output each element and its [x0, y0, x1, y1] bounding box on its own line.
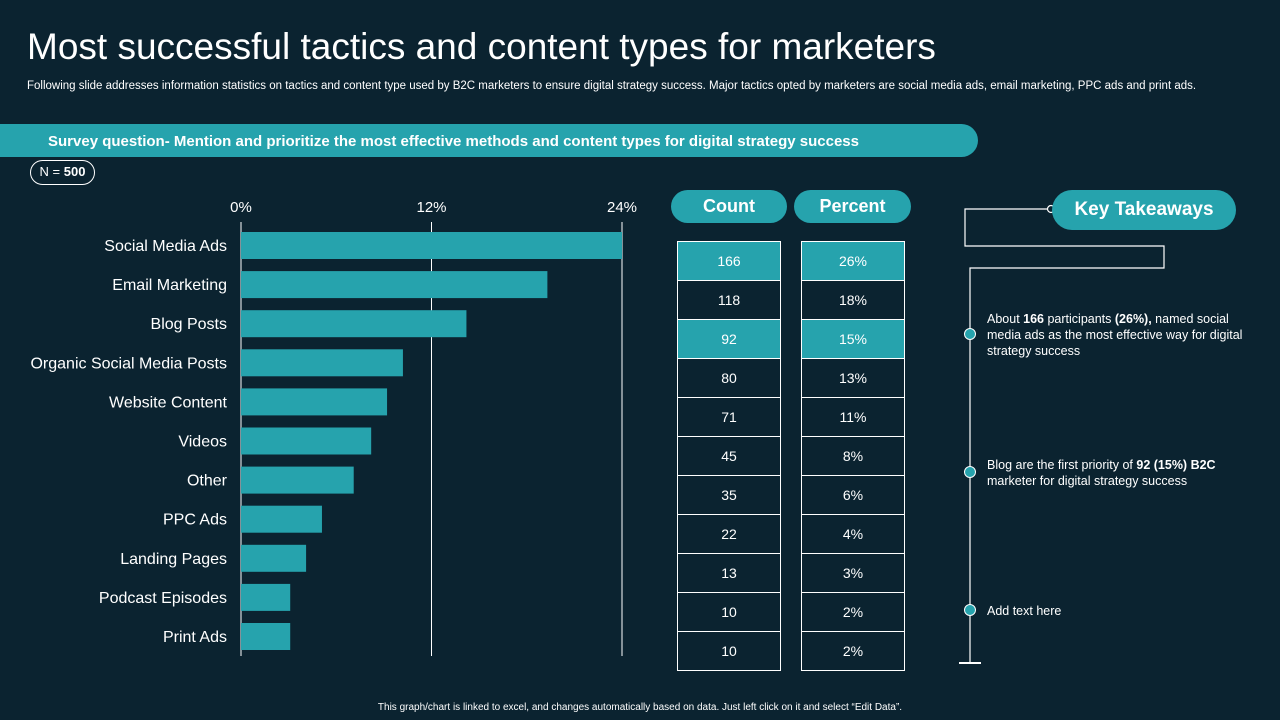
bar-0	[241, 232, 622, 259]
takeaway-dot-2	[964, 466, 976, 478]
category-label: Podcast Episodes	[99, 590, 227, 607]
percent-header: Percent	[794, 190, 911, 223]
page-title: Most successful tactics and content type…	[27, 26, 936, 67]
x-tick-label: 24%	[607, 199, 637, 216]
takeaway-dot-3	[964, 604, 976, 616]
category-label: Print Ads	[163, 629, 227, 646]
category-label: Blog Posts	[151, 316, 227, 333]
bar-8	[241, 544, 307, 572]
count-cell: 71	[678, 398, 780, 437]
category-label: Other	[187, 473, 228, 490]
takeaway-text: Add text here	[987, 604, 1062, 618]
x-tick-label: 0%	[230, 199, 252, 216]
count-table: 166 118 92 80 71 45 35 22 13 10 10	[677, 241, 781, 671]
count-cell: 118	[678, 281, 780, 320]
takeaway-emphasis: (26%),	[1114, 312, 1152, 326]
count-cell: 10	[678, 593, 780, 632]
takeaway-1: About 166 participants (26%), named soci…	[987, 311, 1257, 359]
takeaway-text: named social media ads as the most effec…	[987, 312, 1243, 358]
percent-cell: 18%	[802, 281, 904, 320]
category-label: Organic Social Media Posts	[30, 355, 227, 372]
percent-cell: 2%	[802, 593, 904, 632]
count-cell: 35	[678, 476, 780, 515]
takeaway-text: Blog are the first priority of	[987, 458, 1137, 472]
survey-question-text: Survey question- Mention and prioritize …	[48, 133, 859, 150]
takeaway-dot-1	[964, 328, 976, 340]
category-label: Landing Pages	[120, 551, 227, 568]
count-cell: 10	[678, 632, 780, 671]
bar-5	[241, 427, 372, 455]
percent-cell: 8%	[802, 437, 904, 476]
percent-cell: 13%	[802, 359, 904, 398]
count-cell: 166	[678, 242, 780, 281]
percent-cell: 6%	[802, 476, 904, 515]
takeaway-text: participants	[1044, 312, 1115, 326]
category-label: PPC Ads	[163, 512, 227, 529]
count-cell: 13	[678, 554, 780, 593]
sample-size-value: 500	[63, 164, 86, 179]
sample-size-label: N =	[39, 164, 64, 179]
bar-9	[241, 583, 291, 611]
bar-3	[241, 349, 403, 377]
takeaway-2: Blog are the first priority of 92 (15%) …	[987, 457, 1257, 489]
percent-table: 26% 18% 15% 13% 11% 8% 6% 4% 3% 2% 2%	[801, 241, 905, 671]
percent-cell: 2%	[802, 632, 904, 671]
bar-4	[241, 388, 388, 416]
percent-cell: 15%	[802, 320, 904, 359]
count-cell: 80	[678, 359, 780, 398]
percent-cell: 26%	[802, 242, 904, 281]
takeaway-emphasis: 166	[1023, 312, 1044, 326]
percent-cell: 3%	[802, 554, 904, 593]
sample-size-badge: N = 500	[30, 160, 95, 185]
bar-chart: 0% 12% 24% Social Media Ads Email Marketing B…	[30, 199, 637, 656]
page-subtitle: Following slide addresses information st…	[27, 80, 1197, 92]
bar-1	[241, 271, 548, 299]
count-cell: 92	[678, 320, 780, 359]
takeaway-emphasis: 92 (15%) B2C	[1136, 458, 1216, 472]
percent-cell: 4%	[802, 515, 904, 554]
takeaway-text: About	[987, 312, 1024, 326]
percent-cell: 11%	[802, 398, 904, 437]
category-label: Website Content	[109, 394, 228, 411]
x-tick-label: 12%	[416, 199, 446, 216]
takeaway-3: Add text here	[987, 603, 1257, 619]
key-takeaways-title: Key Takeaways	[1052, 190, 1236, 230]
category-label: Videos	[178, 434, 227, 451]
count-cell: 22	[678, 515, 780, 554]
count-cell: 45	[678, 437, 780, 476]
category-label: Social Media Ads	[104, 238, 227, 255]
survey-question-banner: Survey question- Mention and prioritize …	[0, 124, 978, 157]
connector-line	[964, 208, 1165, 663]
bar-2	[241, 310, 467, 338]
bar-10	[241, 623, 291, 650]
bar-6	[241, 466, 354, 494]
takeaway-text: marketer for digital strategy success	[987, 474, 1188, 488]
category-label: Email Marketing	[112, 277, 227, 294]
footer-note: This graph/chart is linked to excel, and…	[377, 702, 903, 713]
count-header: Count	[671, 190, 787, 223]
bar-7	[241, 505, 322, 533]
